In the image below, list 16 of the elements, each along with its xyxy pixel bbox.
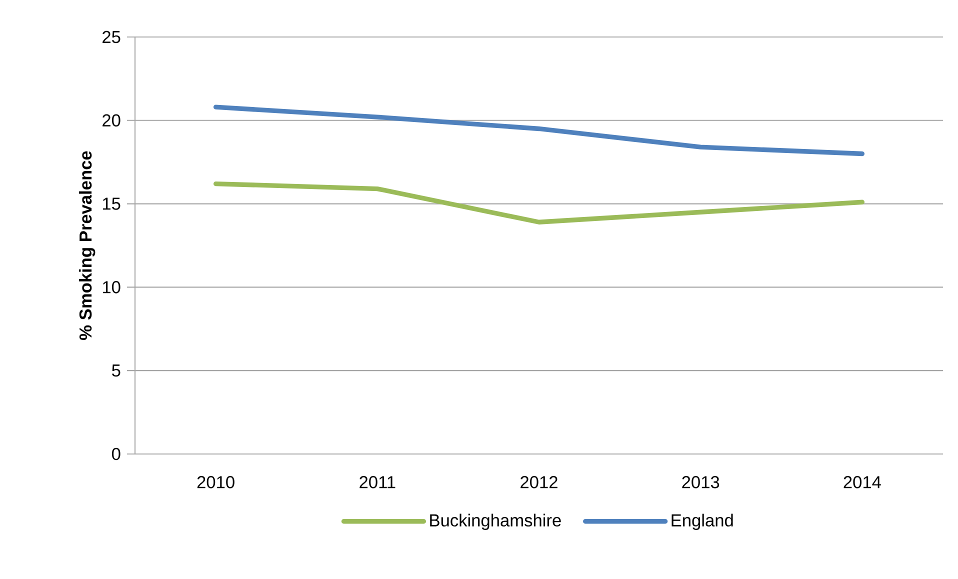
legend-label: England [672, 514, 733, 530]
y-axis-title: % Smoking Prevalence [78, 151, 96, 340]
legend-label: Buckinghamshire [430, 514, 561, 530]
x-tick-label: 2012 [520, 476, 558, 488]
y-tick-label: 20 [102, 114, 120, 127]
x-tick-label: 2014 [844, 476, 881, 488]
y-tick-label: 5 [112, 364, 120, 377]
line-series [213, 181, 865, 224]
x-tick-label: 2013 [682, 476, 720, 488]
x-tick-label: 2010 [197, 476, 234, 488]
y-tick-label: 15 [103, 198, 120, 210]
y-tick-label: 25 [102, 30, 120, 44]
y-tick-label: 0 [112, 448, 120, 460]
y-tick-label: 10 [103, 281, 120, 294]
line-series [213, 104, 865, 156]
x-tick-label: 2011 [360, 476, 396, 488]
